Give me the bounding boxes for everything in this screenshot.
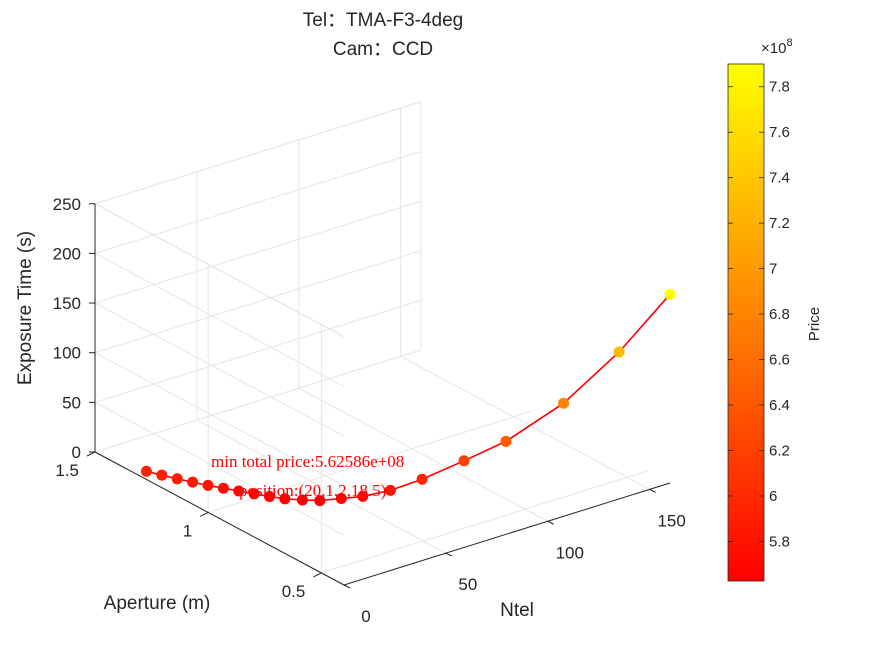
annotation-min-price: min total price:5.62586e+08 <box>211 452 404 471</box>
grid-side-z <box>94 302 345 437</box>
series-markers <box>140 288 676 507</box>
z-axis-label: Exposure Time (s) <box>15 231 36 385</box>
colorbar-tick-label: 7.4 <box>769 170 790 187</box>
data-point <box>296 494 308 506</box>
grid-back-z <box>94 299 422 403</box>
colorbar-tick-label: 7.6 <box>769 124 790 141</box>
colorbar-exponent: ×108 <box>761 37 793 57</box>
data-point <box>156 469 168 481</box>
colorbar-tick-label: 6.4 <box>769 397 790 414</box>
grid-back-z <box>94 150 422 254</box>
grid-side-z <box>94 401 345 536</box>
box-edge <box>94 203 345 338</box>
grid-floor-x <box>400 355 650 490</box>
grid-side-z <box>94 252 345 387</box>
x-tick-mark <box>547 520 554 525</box>
z-tick-label: 150 <box>53 294 81 313</box>
data-point <box>264 491 275 502</box>
data-point <box>558 397 570 409</box>
data-point <box>458 455 470 467</box>
x-tick-label: 50 <box>458 575 477 594</box>
y-axis-line <box>94 451 345 586</box>
z-tick-label: 250 <box>53 195 81 214</box>
colorbar-tick-label: 6.6 <box>769 352 790 369</box>
grid-back-z <box>94 250 422 354</box>
data-point <box>171 473 183 485</box>
x-tick-mark <box>445 552 453 557</box>
colorbar-tick-label: 7 <box>769 261 777 278</box>
y-tick-label: 1.5 <box>55 461 79 480</box>
y-tick-mark <box>313 572 322 578</box>
z-tick-label: 50 <box>62 393 81 412</box>
y-tick-label: 1 <box>183 521 192 540</box>
grid-back-z <box>94 200 422 304</box>
data-point <box>187 476 199 488</box>
data-point <box>140 465 152 477</box>
z-tick-label: 200 <box>53 244 81 263</box>
grid-floor-y <box>321 470 648 574</box>
data-point <box>233 485 245 497</box>
grid-floor-x <box>298 387 548 522</box>
colorbar-tick-label: 7.8 <box>769 79 790 96</box>
data-point <box>664 288 676 300</box>
data-point <box>248 488 260 500</box>
colorbar <box>727 63 765 582</box>
grid-back-z <box>94 349 422 453</box>
x-tick-mark <box>649 488 656 493</box>
colorbar-label: Price <box>806 307 823 341</box>
data-point <box>217 482 229 494</box>
data-point <box>279 493 291 505</box>
annotation-position: position:(20,1.2,18.5) <box>239 481 386 500</box>
y-axis-label: Aperture (m) <box>104 593 211 614</box>
colorbar-tick-label: 5.8 <box>769 533 790 550</box>
y-tick-label: 0.5 <box>282 582 306 601</box>
title-line-2: Cam：CCD <box>333 39 433 60</box>
box-edge <box>94 101 422 205</box>
grid-side-z <box>94 352 345 487</box>
colorbar-tick-label: 6.2 <box>769 442 790 459</box>
x-tick-label: 100 <box>556 543 584 562</box>
x-tick-mark <box>343 584 351 589</box>
data-point <box>202 479 214 491</box>
data-point <box>416 473 428 485</box>
title-line-1: Tel：TMA-F3-4deg <box>303 10 464 31</box>
data-point <box>357 490 369 502</box>
data-point <box>314 495 326 507</box>
colorbar-tick-label: 6.8 <box>769 306 790 323</box>
x-axis-label: Ntel <box>500 600 534 621</box>
colorbar-tick-label: 6 <box>769 488 777 505</box>
z-tick-label: 0 <box>72 443 81 462</box>
axis-lines <box>86 203 671 589</box>
data-point <box>384 484 396 496</box>
data-point <box>335 493 347 504</box>
data-point <box>500 435 512 447</box>
x-tick-label: 150 <box>657 511 685 530</box>
colorbar-ticks: 5.8 6 6.2 6.4 6.6 6.8 7 7.2 7.4 7.6 7.8 <box>728 79 790 550</box>
y-tick-mark <box>199 512 209 517</box>
colorbar-tick-label: 7.2 <box>769 215 790 232</box>
grid-lines <box>94 101 650 586</box>
y-tick-mark <box>86 451 96 457</box>
z-tick-label: 100 <box>53 344 81 363</box>
x-tick-label: 0 <box>361 607 370 626</box>
data-point <box>613 346 625 358</box>
x-axis-line <box>343 482 671 586</box>
